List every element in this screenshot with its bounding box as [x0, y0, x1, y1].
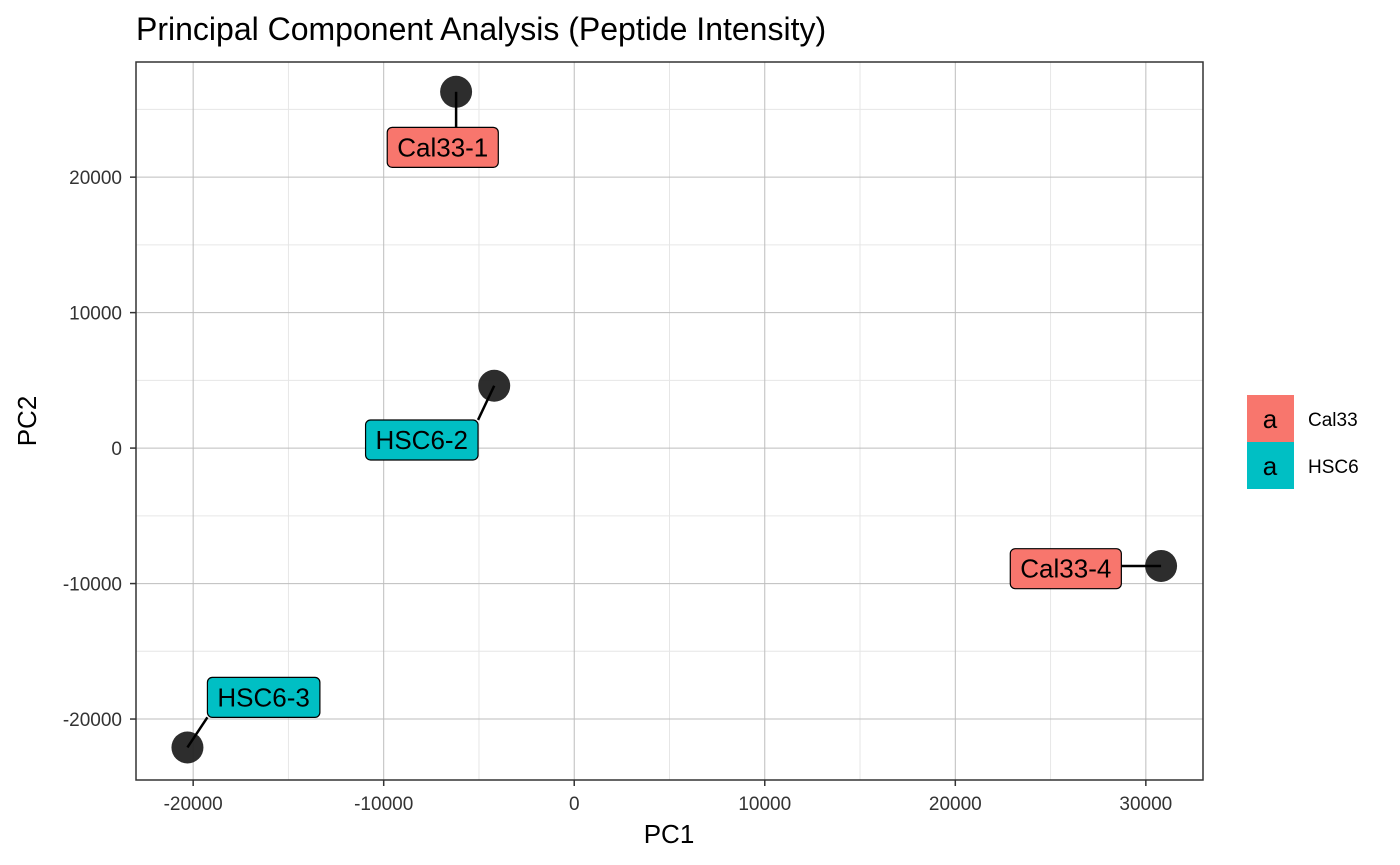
point-label: Cal33-1	[397, 132, 488, 162]
chart-title: Principal Component Analysis (Peptide In…	[136, 11, 826, 47]
major-gridlines	[136, 62, 1203, 780]
x-tick-label: 30000	[1119, 794, 1172, 815]
label-leader-line	[476, 385, 496, 421]
legend-key-glyph: a	[1263, 404, 1278, 434]
y-tick-label: 0	[111, 439, 122, 460]
point-label: HSC6-2	[376, 425, 468, 455]
plot-panel-border	[135, 61, 1204, 781]
point-label-box	[364, 419, 479, 461]
x-tick-label: 20000	[929, 794, 982, 815]
minor-gridlines	[136, 62, 1203, 780]
data-points: Cal33-1 HSC6-2 Cal33-4 HSC6-3	[171, 75, 1178, 764]
y-axis-ticks: -20000 -10000 0 10000 20000	[63, 168, 136, 731]
y-tick-label: -20000	[63, 710, 122, 731]
point-label: Cal33-4	[1020, 554, 1111, 584]
point-group: HSC6-3	[171, 676, 321, 764]
y-tick-label: -10000	[63, 575, 122, 596]
legend: a Cal33 a HSC6	[1247, 395, 1359, 489]
point-label-box	[386, 126, 499, 168]
point-label-box	[206, 676, 321, 718]
label-leader-line	[186, 716, 209, 749]
point-label-box	[1009, 548, 1122, 590]
point-label: HSC6-3	[217, 682, 309, 712]
point-group: Cal33-4	[1009, 548, 1178, 590]
y-tick-label: 10000	[69, 304, 122, 325]
x-tick-label: 0	[569, 794, 580, 815]
legend-label-hsc6: HSC6	[1308, 457, 1359, 478]
x-axis-ticks: -20000 -10000 0 10000 20000 30000	[164, 780, 1172, 815]
legend-label-cal33: Cal33	[1308, 410, 1358, 431]
y-axis-title: PC2	[12, 396, 42, 447]
x-tick-label: -20000	[164, 794, 223, 815]
point-group: HSC6-2	[364, 369, 511, 461]
y-tick-label: 20000	[69, 168, 122, 189]
x-axis-title: PC1	[644, 819, 695, 849]
legend-key-hsc6	[1247, 442, 1294, 489]
legend-key-glyph: a	[1263, 451, 1278, 481]
point-group: Cal33-1	[386, 75, 499, 168]
x-tick-label: 10000	[738, 794, 791, 815]
legend-key-cal33	[1247, 395, 1294, 442]
x-tick-label: -10000	[354, 794, 413, 815]
